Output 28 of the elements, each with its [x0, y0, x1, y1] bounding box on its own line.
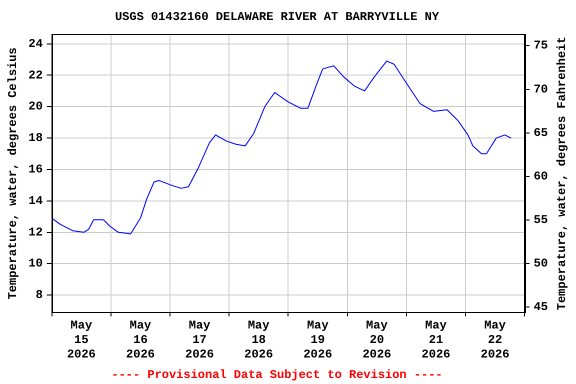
y-tick-label: 10 — [28, 256, 43, 271]
y-tick-label: 8 — [36, 288, 43, 302]
x-tick-label: May 15 2026 — [66, 318, 96, 362]
y2-tick-label: 65 — [534, 126, 548, 140]
y-axis-title: Temperature, water, degrees Celsius — [6, 47, 20, 300]
x-tick-label: May 21 2026 — [422, 318, 450, 362]
y-tick-label: 14 — [28, 194, 43, 208]
y2-axis-title: Temperature, water, degrees Fahrenheit — [555, 36, 570, 310]
text: ---- Provisional Data Subject to Revision ---- — [111, 368, 443, 382]
x-tick-label: May 22 2026 — [480, 318, 510, 362]
x-tick-label: May 17 2026 — [185, 318, 214, 362]
y-tick-label: 20 — [28, 100, 43, 114]
y-tick-label: 22 — [28, 68, 43, 82]
y-tick-label: 18 — [28, 131, 43, 146]
x-tick-label: May 20 2026 — [362, 318, 392, 362]
y2-tick-label: 55 — [534, 213, 548, 228]
y2-tick-label: 45 — [534, 300, 548, 314]
y-tick-label: 24 — [28, 36, 43, 51]
y2-tick-label: 70 — [534, 82, 548, 96]
y-tick-label: 12 — [28, 225, 43, 240]
y-tick-label: 16 — [28, 162, 43, 176]
y2-tick-label: 60 — [534, 169, 548, 184]
chart-title: USGS 01432160 DELAWARE RIVER AT BARRYVILLE NY — [114, 10, 440, 24]
x-tick-label: May 18 2026 — [244, 318, 274, 362]
x-tick-label: May 16 2026 — [126, 318, 155, 362]
y2-tick-label: 75 — [534, 38, 548, 53]
y2-tick-label: 50 — [534, 256, 548, 271]
x-tick-label: May 19 2026 — [303, 318, 332, 362]
